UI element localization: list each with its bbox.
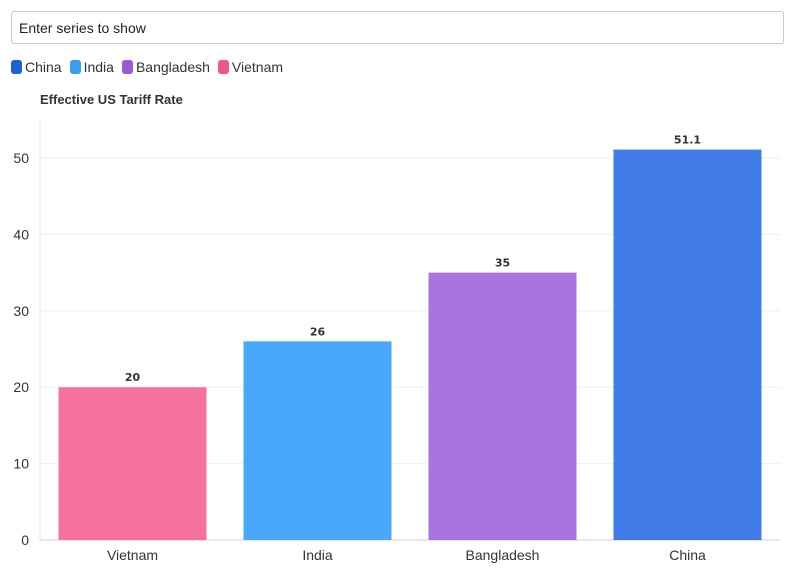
legend-swatch-china [11, 60, 22, 74]
legend-item-china[interactable]: China [11, 59, 62, 75]
series-search-input[interactable] [11, 11, 784, 44]
legend-label-india: India [83, 59, 114, 75]
x-tick-label-china: China [669, 547, 706, 563]
y-tick-label-50: 50 [13, 150, 29, 166]
legend-item-bangladesh[interactable]: Bangladesh [121, 59, 210, 75]
x-tick-label-vietnam: Vietnam [107, 547, 158, 563]
data-label-bangladesh: 35 [495, 257, 510, 270]
data-label-india: 26 [310, 325, 326, 338]
bar-china [613, 149, 762, 540]
bar-chart: 0 10 20 30 40 50 20 Vietnam 26 India 35 Bangladesh 5… [13, 120, 780, 563]
y-tick-label-20: 20 [13, 379, 29, 395]
legend-swatch-vietnam [217, 60, 229, 74]
x-tick-label-bangladesh: Bangladesh [466, 547, 540, 563]
chart-legend: China India Bangladesh Vietnam [11, 59, 283, 75]
y-tick-label-40: 40 [13, 226, 29, 242]
bar-bangladesh [428, 272, 577, 540]
legend-item-vietnam[interactable]: Vietnam [217, 59, 284, 75]
y-tick-label-10: 10 [13, 456, 29, 472]
chart-title: Effective US Tariff Rate [40, 92, 183, 107]
legend-label-china: China [25, 59, 62, 75]
data-label-china: 51.1 [674, 134, 701, 147]
legend-swatch-bangladesh [121, 60, 133, 74]
y-tick-label-0: 0 [21, 532, 29, 548]
bar-vietnam [58, 387, 207, 540]
legend-item-india[interactable]: India [69, 59, 114, 75]
legend-swatch-india [69, 60, 81, 74]
x-tick-label-india: India [302, 547, 333, 563]
legend-label-vietnam: Vietnam [231, 59, 284, 75]
legend-label-bangladesh: Bangladesh [135, 59, 210, 75]
data-label-vietnam: 20 [125, 371, 141, 384]
bar-india [243, 341, 392, 540]
y-tick-label-30: 30 [13, 303, 29, 319]
